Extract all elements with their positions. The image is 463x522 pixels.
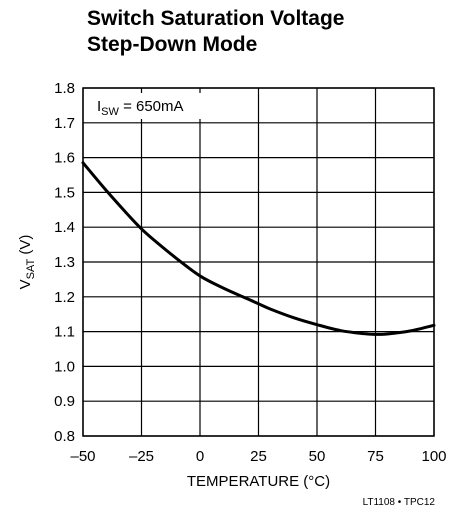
x-tick-label: –25 <box>129 448 154 465</box>
x-tick-label: 100 <box>421 448 446 465</box>
y-tick-label: 0.8 <box>54 428 75 445</box>
curve-layer <box>81 161 436 336</box>
y-axis-label-main: V <box>17 279 34 289</box>
y-tick-label: 1.1 <box>54 324 75 341</box>
y-tick-label: 1.6 <box>54 150 75 167</box>
grid-layer <box>82 87 435 437</box>
x-axis-label: TEMPERATURE (°C) <box>187 473 330 490</box>
x-tick-labels: –50 –25 0 25 50 75 100 <box>70 448 446 465</box>
y-axis-label: VSAT (V) <box>17 235 37 290</box>
x-tick-label: 0 <box>196 448 204 465</box>
y-tick-label: 1.5 <box>54 184 75 201</box>
annotation-sub: SW <box>101 106 119 118</box>
y-tick-label: 1.7 <box>54 115 75 132</box>
x-tick-label: –50 <box>70 448 95 465</box>
y-tick-labels: 0.8 0.9 1.0 1.1 1.2 1.3 1.4 1.5 1.6 1.7 1.8 <box>54 80 75 445</box>
y-tick-label: 1.8 <box>54 80 75 97</box>
y-tick-label: 1.2 <box>54 289 75 306</box>
figure-footnote: LT1108 • TPC12 <box>362 497 435 508</box>
y-tick-label: 1.4 <box>54 219 75 236</box>
annotation-main: I <box>97 98 101 115</box>
annotation-rest: = 650mA <box>119 98 184 115</box>
plot-frame <box>82 87 435 437</box>
annotation-isw: ISW = 650mA <box>97 98 184 118</box>
y-tick-label: 1.0 <box>54 358 75 375</box>
x-tick-label: 75 <box>367 448 384 465</box>
chart-title-line-1: Switch Saturation Voltage <box>87 7 345 30</box>
annotation-background <box>91 93 207 119</box>
chart-title-line-2: Step-Down Mode <box>87 33 258 56</box>
x-tick-label: 25 <box>250 448 267 465</box>
series-line-vsat <box>81 161 436 336</box>
y-axis-label-sub: SAT <box>25 259 37 280</box>
y-tick-label: 1.3 <box>54 254 75 271</box>
y-axis-label-unit: (V) <box>17 235 34 259</box>
y-tick-label: 0.9 <box>54 393 75 410</box>
x-tick-label: 50 <box>309 448 326 465</box>
